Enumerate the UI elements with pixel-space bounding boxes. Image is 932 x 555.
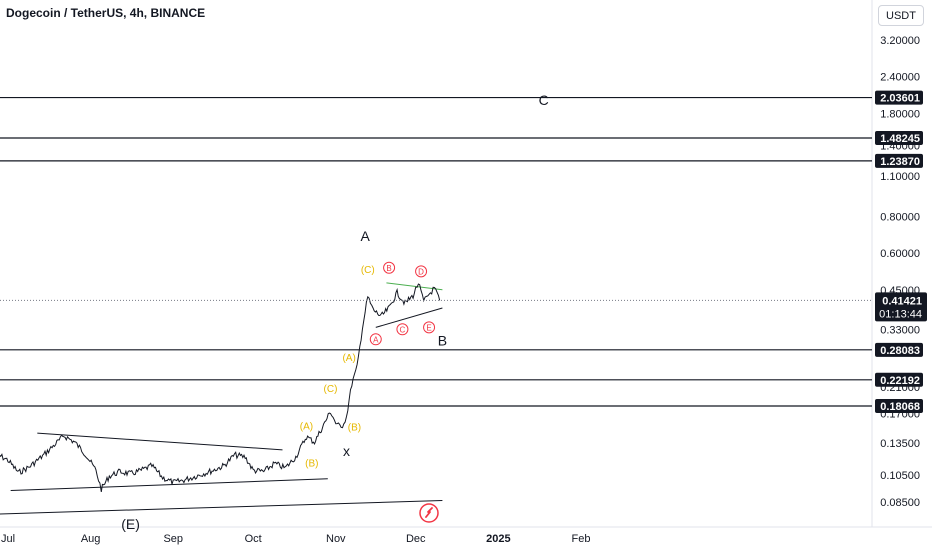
badge-box	[875, 342, 923, 357]
circled-wave-label: E	[423, 321, 436, 334]
badge-text: 0.18068	[880, 401, 920, 413]
circled-wave-label: C	[396, 323, 409, 336]
circled-wave-label: D	[415, 265, 428, 278]
trendline	[37, 432, 283, 451]
y-tick-label: 0.60000	[880, 248, 920, 260]
x-tick-label: Oct	[245, 533, 262, 545]
wave-label: (B)	[305, 458, 318, 469]
last-price-text: 0.41421	[882, 295, 922, 307]
badge-text: 1.48245	[880, 133, 920, 145]
badge-text: 0.22192	[880, 375, 920, 387]
price-line	[0, 283, 441, 492]
wave-label: (C)	[324, 384, 338, 395]
x-tick-label: Dec	[406, 533, 426, 545]
price-level-badge: 0.28083	[875, 342, 923, 357]
badge-text: 2.03601	[880, 93, 920, 105]
circled-wave-text: E	[426, 324, 431, 333]
badge-text: 0.28083	[880, 345, 920, 357]
wave-circle	[383, 261, 396, 274]
wave-label: C	[539, 92, 549, 108]
wave-label: (A)	[300, 422, 313, 433]
price-level-badge: 0.18068	[875, 398, 923, 413]
badge-box	[875, 153, 923, 168]
wave-label: (B)	[348, 422, 361, 433]
countdown-text: 01:13:44	[879, 308, 922, 320]
trendline	[375, 307, 443, 328]
badge-box	[875, 292, 927, 322]
y-tick-label: 0.08500	[880, 497, 920, 509]
y-tick-label: 3.20000	[880, 35, 920, 47]
circled-wave-text: B	[386, 264, 391, 273]
wave-circle	[396, 323, 409, 336]
y-tick-label: 2.40000	[880, 72, 920, 84]
y-tick-label: 0.33000	[880, 324, 920, 336]
currency-button[interactable]: USDT	[878, 5, 924, 26]
tradingview-logo-icon	[419, 503, 439, 523]
y-tick-label: 1.80000	[880, 108, 920, 120]
badge-box	[875, 130, 923, 145]
x-tick-label: 2025	[486, 533, 510, 545]
x-tick-label: Sep	[163, 533, 183, 545]
y-tick-label: 0.10500	[880, 470, 920, 482]
circled-wave-text: C	[400, 325, 406, 334]
x-tick-label: Nov	[326, 533, 346, 545]
x-tick-label: Feb	[571, 533, 590, 545]
wave-circle	[369, 333, 382, 346]
wave-label: x	[343, 443, 350, 459]
y-tick-label: 0.80000	[880, 212, 920, 224]
y-tick-label: 1.10000	[880, 171, 920, 183]
circled-wave-text: D	[418, 268, 424, 277]
wave-label: A	[360, 228, 370, 244]
wave-circle	[423, 321, 436, 334]
badge-box	[875, 372, 923, 387]
chart-title: Dogecoin / TetherUS, 4h, BINANCE	[6, 6, 206, 20]
price-level-badge: 2.03601	[875, 90, 923, 105]
circled-wave-text: A	[373, 336, 379, 345]
wave-label: (A)	[342, 353, 355, 364]
wave-label: (C)	[361, 265, 375, 276]
y-tick-label: 0.13500	[880, 438, 920, 450]
badge-box	[875, 398, 923, 413]
price-level-badge: 1.48245	[875, 130, 923, 145]
badge-text: 1.23870	[880, 156, 920, 168]
trendline	[0, 500, 443, 515]
trendline	[10, 478, 328, 492]
wave-label: B	[438, 332, 447, 348]
wave-label: (E)	[121, 516, 140, 532]
circled-wave-label: B	[383, 261, 396, 274]
x-tick-label: Aug	[81, 533, 101, 545]
badge-box	[875, 90, 923, 105]
price-level-badge: 1.23870	[875, 153, 923, 168]
price-level-badge: 0.22192	[875, 372, 923, 387]
x-tick-label: Jul	[1, 533, 15, 545]
wave-circle	[415, 265, 428, 278]
circled-wave-label: A	[369, 333, 382, 346]
